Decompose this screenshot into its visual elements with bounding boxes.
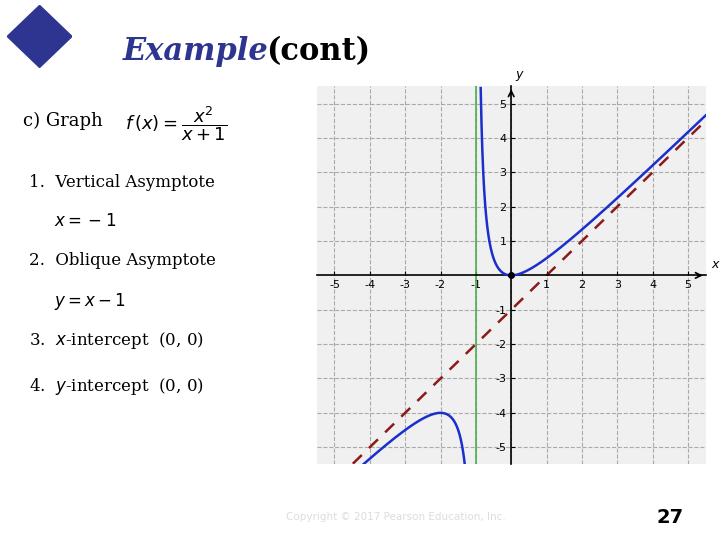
Text: $y$: $y$: [516, 69, 526, 83]
Text: $f\,(x) = \dfrac{x^2}{x+1}$: $f\,(x) = \dfrac{x^2}{x+1}$: [125, 104, 227, 143]
Text: $x = -1$: $x = -1$: [54, 213, 116, 230]
Text: 27: 27: [656, 508, 683, 527]
Text: Copyright © 2017 Pearson Education, Inc.: Copyright © 2017 Pearson Education, Inc.: [286, 512, 506, 522]
Polygon shape: [7, 5, 72, 68]
Text: $y = x - 1$: $y = x - 1$: [54, 291, 126, 312]
Text: $x$: $x$: [711, 258, 720, 271]
Text: Pearson: Pearson: [19, 511, 68, 524]
Text: 3.  $x$-intercept  (0, 0): 3. $x$-intercept (0, 0): [29, 330, 204, 351]
Text: Example: Example: [122, 36, 268, 67]
Text: 2.  Oblique Asymptote: 2. Oblique Asymptote: [29, 252, 216, 269]
Text: ALWAYS LEARNING: ALWAYS LEARNING: [71, 512, 188, 522]
Text: 1.  Vertical Asymptote: 1. Vertical Asymptote: [29, 174, 215, 191]
Text: 4.  $y$-intercept  (0, 0): 4. $y$-intercept (0, 0): [29, 376, 204, 397]
Text: c) Graph: c) Graph: [23, 112, 102, 130]
Text: (cont): (cont): [266, 36, 371, 67]
